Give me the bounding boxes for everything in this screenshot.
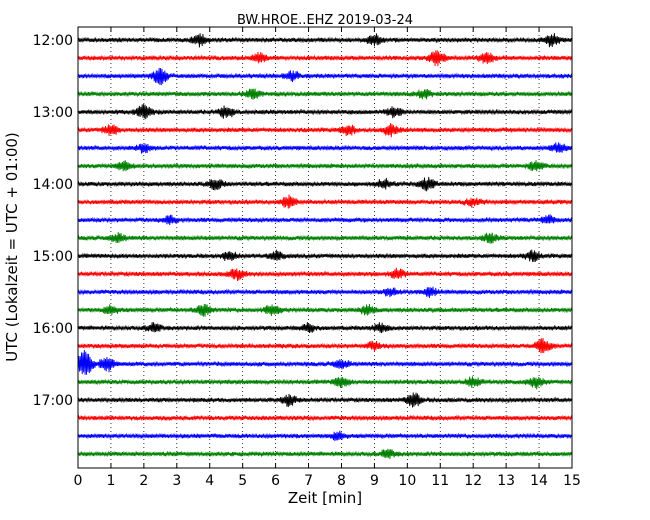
trace-1215 bbox=[77, 50, 573, 67]
y-tick-label: 13:00 bbox=[33, 105, 73, 121]
y-tick-label: 14:00 bbox=[33, 177, 73, 193]
trace-1445 bbox=[77, 231, 573, 244]
y-tick-label: 17:00 bbox=[33, 393, 73, 409]
trace-1600 bbox=[77, 322, 573, 334]
trace-1545 bbox=[77, 303, 573, 317]
trace-1315 bbox=[77, 123, 573, 138]
chart-title: BW.HROE..EHZ 2019-03-24 bbox=[237, 13, 413, 28]
trace-1500 bbox=[77, 249, 573, 262]
seismic-traces bbox=[77, 32, 573, 459]
plot-frame bbox=[77, 26, 573, 469]
x-tick-label: 1 bbox=[106, 473, 115, 489]
trace-1200 bbox=[77, 32, 573, 48]
trace-1700 bbox=[77, 392, 573, 408]
x-axis: 0 1 2 3 4 5 6 7 8 9 10 11 12 13 14 15 bbox=[74, 27, 581, 489]
y-axis: 12:00 13:00 14:00 15:00 16:00 17:00 bbox=[33, 33, 572, 409]
x-axis-label: Zeit [min] bbox=[288, 489, 362, 507]
x-tick-label: 13 bbox=[497, 473, 515, 489]
trace-1430 bbox=[77, 214, 573, 226]
trace-1615 bbox=[77, 338, 573, 354]
x-tick-label: 12 bbox=[464, 473, 482, 489]
trace-1645 bbox=[77, 376, 573, 390]
x-tick-label: 8 bbox=[337, 473, 346, 489]
trace-1745 bbox=[77, 448, 573, 459]
trace-1530 bbox=[77, 286, 573, 298]
y-tick-label: 16:00 bbox=[33, 321, 73, 337]
x-tick-label: 10 bbox=[398, 473, 416, 489]
x-tick-label: 11 bbox=[431, 473, 449, 489]
x-tick-label: 6 bbox=[271, 473, 280, 489]
y-tick-label: 12:00 bbox=[33, 33, 73, 49]
trace-1245 bbox=[77, 88, 573, 100]
x-tick-label: 15 bbox=[563, 473, 581, 489]
trace-1730 bbox=[77, 430, 573, 441]
trace-1515 bbox=[77, 267, 573, 282]
x-tick-label: 14 bbox=[530, 473, 548, 489]
trace-1230 bbox=[77, 67, 573, 86]
x-tick-label: 5 bbox=[238, 473, 247, 489]
trace-1715 bbox=[77, 414, 573, 422]
trace-1330 bbox=[77, 142, 573, 154]
trace-1345 bbox=[77, 160, 573, 172]
x-tick-label: 7 bbox=[304, 473, 313, 489]
x-tick-label: 4 bbox=[205, 473, 214, 489]
x-tick-label: 9 bbox=[370, 473, 379, 489]
x-tick-label: 3 bbox=[172, 473, 181, 489]
trace-1415 bbox=[77, 194, 573, 209]
trace-1300 bbox=[77, 104, 573, 120]
x-tick-label: 2 bbox=[139, 473, 148, 489]
y-axis-label: UTC (Lokalzeit = UTC + 01:00) bbox=[3, 132, 21, 362]
trace-1630 bbox=[77, 349, 573, 375]
x-tick-label: 0 bbox=[74, 473, 83, 489]
grid-lines bbox=[110, 27, 540, 468]
trace-1400 bbox=[77, 176, 573, 192]
y-tick-label: 15:00 bbox=[33, 249, 73, 265]
